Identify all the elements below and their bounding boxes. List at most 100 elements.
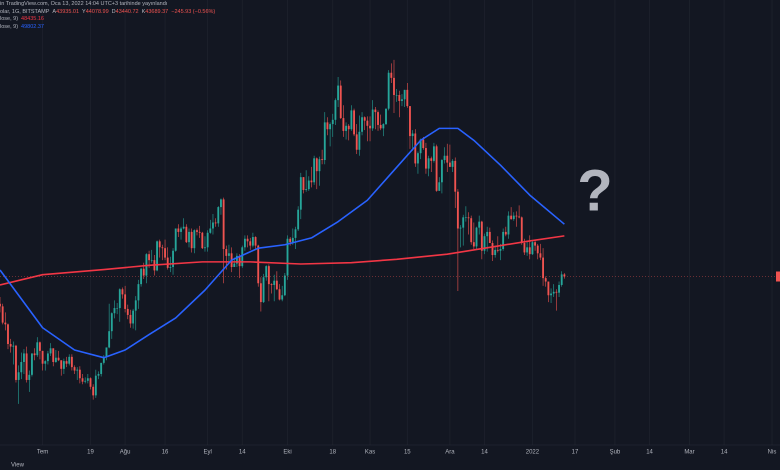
candle-body: [393, 77, 395, 95]
candle-body: [382, 124, 385, 129]
candle-body: [182, 226, 185, 229]
candle-body: [33, 353, 36, 356]
candle-body: [563, 274, 566, 277]
candle-body: [246, 238, 249, 242]
candle-body: [286, 238, 289, 276]
ma-line: [0, 235, 565, 286]
candle-body: [305, 189, 308, 190]
candle-body: [363, 117, 366, 121]
candle-body: [432, 146, 435, 161]
candle-body: [414, 133, 417, 164]
candle-body: [526, 247, 529, 253]
candle-body: [81, 378, 84, 382]
candle-body: [44, 361, 47, 364]
ohlc-label: A: [52, 8, 57, 15]
candle-body: [278, 289, 281, 300]
candle-body: [422, 139, 425, 149]
candle-body: [233, 263, 236, 267]
published-note: in TradingView.com, Oca 13, 2022 14:04 U…: [0, 1, 168, 7]
x-tick-label: Mar: [684, 450, 694, 456]
candle-body: [23, 353, 25, 362]
candle-body: [113, 308, 116, 314]
candle-body: [134, 300, 137, 311]
candle-body: [355, 134, 358, 150]
x-tick-label: Şub: [610, 450, 621, 456]
moving-averages: [0, 127, 565, 359]
candle-body: [552, 291, 555, 294]
x-tick-label: 14: [239, 450, 246, 456]
candle-body: [321, 159, 324, 161]
footer: View: [11, 463, 25, 469]
ma-legend: lose, 9) 48435.16 lose, 9) 49802.37: [0, 16, 218, 31]
candle-body: [102, 356, 105, 363]
candle-body: [9, 344, 12, 347]
legend-value: 49802.37: [21, 23, 44, 30]
candle-body: [108, 331, 111, 348]
candle-body: [395, 94, 398, 96]
candle-body: [15, 345, 17, 380]
ohlc-label: Y: [82, 8, 86, 15]
candle-body: [483, 236, 486, 251]
candle-body: [198, 231, 201, 233]
candle-body: [46, 353, 49, 362]
ohlc-label: K: [141, 8, 146, 15]
candle-body: [315, 158, 318, 172]
candle-body: [212, 222, 214, 229]
candle-body: [129, 314, 132, 324]
candle-body: [358, 131, 361, 150]
ma-line: [0, 127, 565, 359]
candle-body: [379, 124, 382, 129]
candle-body: [353, 110, 355, 135]
candle-body: [100, 362, 103, 374]
candle-body: [92, 386, 95, 396]
symbol: olar, 1G, BITSTAMP: [0, 8, 50, 15]
candle-body: [126, 308, 129, 315]
candle-body: [270, 284, 273, 285]
candle-body: [462, 217, 465, 228]
candle-body: [528, 247, 531, 255]
candle-body: [209, 228, 212, 233]
candle-body: [41, 350, 44, 364]
x-tick-label: Eki: [283, 450, 291, 456]
ohlc-value: 43689.37: [145, 8, 169, 15]
candle-body: [28, 374, 31, 380]
ma-legend-row: lose, 9) 48435.16: [0, 16, 218, 24]
candle-body: [313, 158, 316, 183]
x-tick-label: Nis: [768, 450, 777, 456]
candle-body: [185, 226, 188, 243]
last-price-marker: [776, 271, 780, 282]
candle-body: [486, 231, 489, 237]
candle-body: [470, 218, 473, 243]
candle-body: [193, 230, 196, 249]
annotation: ?: [577, 158, 612, 223]
candle-body: [371, 109, 374, 129]
candle-body: [204, 247, 206, 249]
candle-body: [273, 280, 276, 285]
candle-body: [89, 378, 92, 387]
candle-body: [291, 237, 294, 243]
candle-body: [49, 348, 52, 354]
x-tick-label: 18: [329, 450, 336, 456]
candle-body: [467, 217, 470, 219]
candle-body: [307, 180, 310, 190]
candle-body: [148, 254, 151, 261]
ma-legend-row: lose, 9) 49802.37: [0, 24, 218, 32]
candle-body: [401, 99, 403, 101]
candle-body: [7, 324, 9, 345]
candle-body: [57, 357, 60, 361]
candle-body: [116, 308, 119, 309]
candle-body: [4, 322, 7, 325]
candle-body: [78, 369, 81, 379]
candle-body: [54, 357, 57, 362]
candle-body: [206, 232, 209, 248]
candle-body: [329, 124, 332, 130]
candle-body: [403, 89, 406, 100]
candle-body: [1, 306, 4, 323]
candle-body: [456, 191, 459, 229]
candle-body: [73, 367, 76, 371]
candle-body: [345, 125, 348, 131]
price-change: −245.93 (−0.56%): [171, 8, 216, 15]
candle-body: [387, 72, 390, 109]
candle-body: [531, 242, 534, 255]
candle-body: [257, 245, 260, 284]
